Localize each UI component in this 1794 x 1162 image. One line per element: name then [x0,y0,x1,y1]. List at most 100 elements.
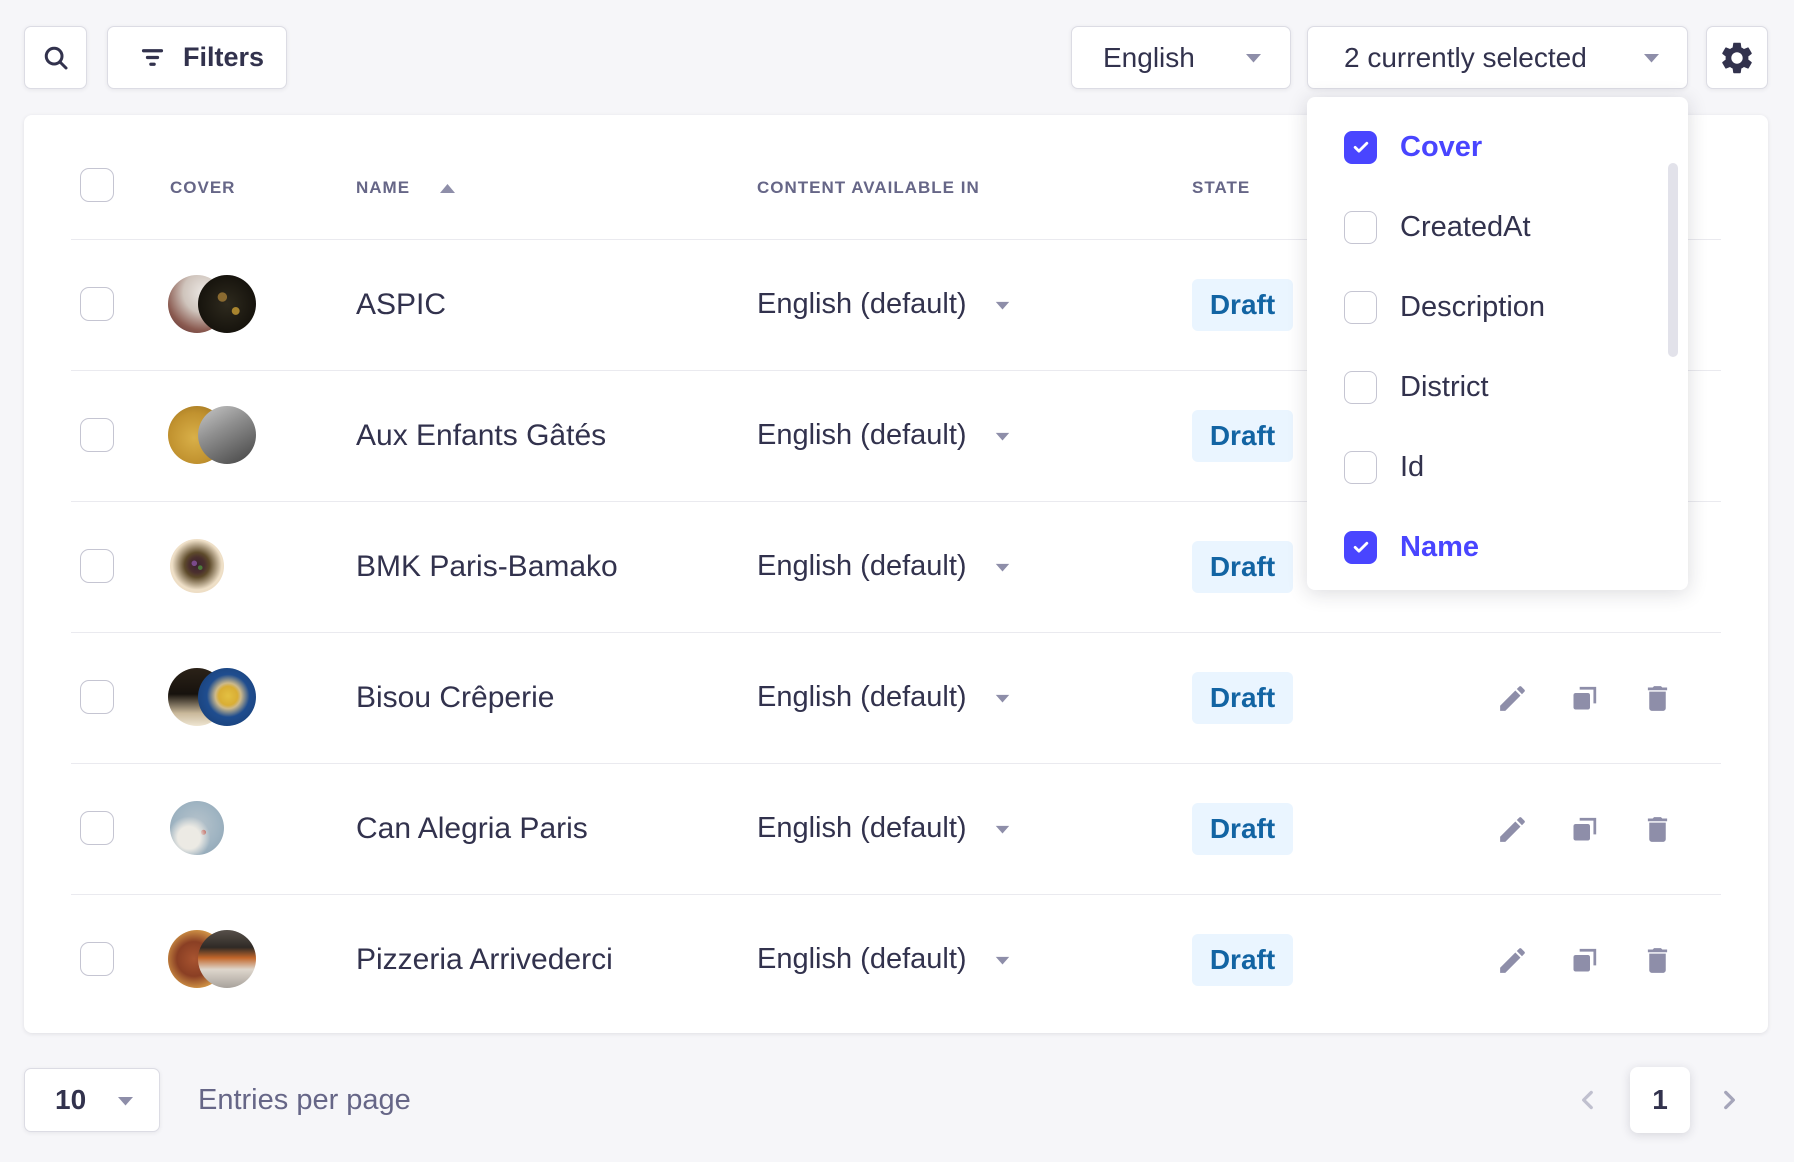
page-size-select[interactable]: 10 [24,1068,160,1132]
entries-per-page-label: Entries per page [198,1083,411,1116]
trash-icon [1647,947,1667,973]
page-size-value: 10 [55,1084,87,1115]
column-option-label: District [1400,370,1489,403]
edit-button[interactable] [1492,809,1532,849]
column-option-label: Cover [1400,130,1483,163]
status-badge: Draft [1192,541,1293,593]
table-row[interactable]: ASPIC English (default) Draft [24,239,1768,370]
duplicate-icon [1573,686,1596,709]
cover-image [170,539,224,593]
locale-value: English (default) [757,550,967,582]
page-number-current[interactable]: 1 [1630,1067,1690,1133]
duplicate-icon [1573,817,1596,840]
caret-down-icon [995,432,1009,440]
checkbox-checked[interactable] [1344,130,1377,164]
locale-value: English (default) [757,681,967,713]
pencil-icon [1499,947,1525,973]
trash-icon [1647,685,1667,711]
locale-value: English (default) [757,288,967,320]
cover-image [198,275,256,333]
status-badge: Draft [1192,803,1293,855]
locale-value: English (default) [757,812,967,844]
column-option-label: Name [1400,530,1479,563]
header-cover: COVER [170,178,236,197]
checkbox-unchecked[interactable] [1344,450,1377,484]
row-checkbox[interactable] [80,549,114,583]
column-option-district[interactable]: District [1307,347,1688,427]
caret-down-icon [995,825,1009,833]
duplicate-button[interactable] [1564,678,1604,718]
entry-name: ASPIC [356,288,447,321]
check-icon [1353,541,1368,553]
edit-button[interactable] [1492,678,1532,718]
column-option-name[interactable]: Name [1307,507,1688,587]
duplicate-button[interactable] [1564,940,1604,980]
status-badge: Draft [1192,672,1293,724]
table-row[interactable]: Can Alegria Paris English (default) Draf… [24,763,1768,894]
checkbox-unchecked[interactable] [1344,370,1377,404]
select-all-checkbox[interactable] [80,168,114,202]
entry-name: Pizzeria Arrivederci [356,943,613,976]
table-row[interactable]: Bisou Crêperie English (default) Draft [24,632,1768,763]
cover-image [198,406,256,464]
row-checkbox[interactable] [80,418,114,452]
gear-icon [1722,42,1752,73]
column-option-cover[interactable]: Cover [1307,107,1688,187]
pencil-icon [1499,816,1525,842]
locale-value: English (default) [757,419,967,451]
checkbox-unchecked[interactable] [1344,210,1377,244]
row-checkbox[interactable] [80,942,114,976]
row-checkbox[interactable] [80,287,114,321]
search-button[interactable] [24,26,87,89]
row-checkbox[interactable] [80,680,114,714]
entry-name: Aux Enfants Gâtés [356,419,607,452]
locale-dropdown[interactable]: English (default) [757,370,1011,501]
locale-dropdown[interactable]: English (default) [757,894,1011,1025]
settings-button[interactable] [1706,26,1768,89]
sort-ascending-icon [440,184,455,193]
caret-down-icon [995,301,1009,309]
locale-dropdown[interactable]: English (default) [757,501,1011,632]
table-row[interactable]: Pizzeria Arrivederci English (default) D… [24,894,1768,1025]
column-option-id[interactable]: Id [1307,427,1688,507]
delete-button[interactable] [1637,940,1677,980]
checkbox-unchecked[interactable] [1344,290,1377,324]
locale-select-value: English [1103,41,1195,73]
column-option-createdat[interactable]: CreatedAt [1307,187,1688,267]
locale-select[interactable]: English [1071,26,1291,89]
scrollbar-thumb[interactable] [1668,163,1678,357]
duplicate-button[interactable] [1564,809,1604,849]
entry-name: Bisou Crêperie [356,681,555,714]
chevron-right-icon [1724,1090,1735,1110]
locale-dropdown[interactable]: English (default) [757,763,1011,894]
delete-button[interactable] [1637,809,1677,849]
caret-down-icon [118,1096,133,1105]
previous-page-button[interactable] [1570,1082,1606,1118]
filters-button[interactable]: Filters [107,26,287,89]
table-row[interactable]: BMK Paris-Bamako English (default) Draft [24,501,1768,632]
edit-button[interactable] [1492,940,1532,980]
trash-icon [1647,816,1667,842]
locale-dropdown[interactable]: English (default) [757,239,1011,370]
delete-button[interactable] [1637,678,1677,718]
columns-dropdown-panel: Cover CreatedAt Description District Id … [1307,97,1688,590]
next-page-button[interactable] [1711,1082,1747,1118]
column-option-label: Id [1400,450,1425,483]
header-content-available-in: CONTENT AVAILABLE IN [757,178,980,197]
checkbox-checked[interactable] [1344,530,1377,564]
column-option-label: CreatedAt [1400,210,1531,243]
filter-icon [141,49,164,66]
locale-dropdown[interactable]: English (default) [757,632,1011,763]
header-name[interactable]: NAME [356,178,411,197]
cover-image [198,930,256,988]
caret-down-icon [1246,54,1261,63]
columns-select[interactable]: 2 currently selected [1307,26,1688,89]
entry-name: BMK Paris-Bamako [356,550,618,583]
pencil-icon [1499,685,1525,711]
column-option-description[interactable]: Description [1307,267,1688,347]
chevron-left-icon [1582,1090,1593,1110]
duplicate-icon [1573,948,1596,971]
locale-value: English (default) [757,943,967,975]
row-checkbox[interactable] [80,811,114,845]
